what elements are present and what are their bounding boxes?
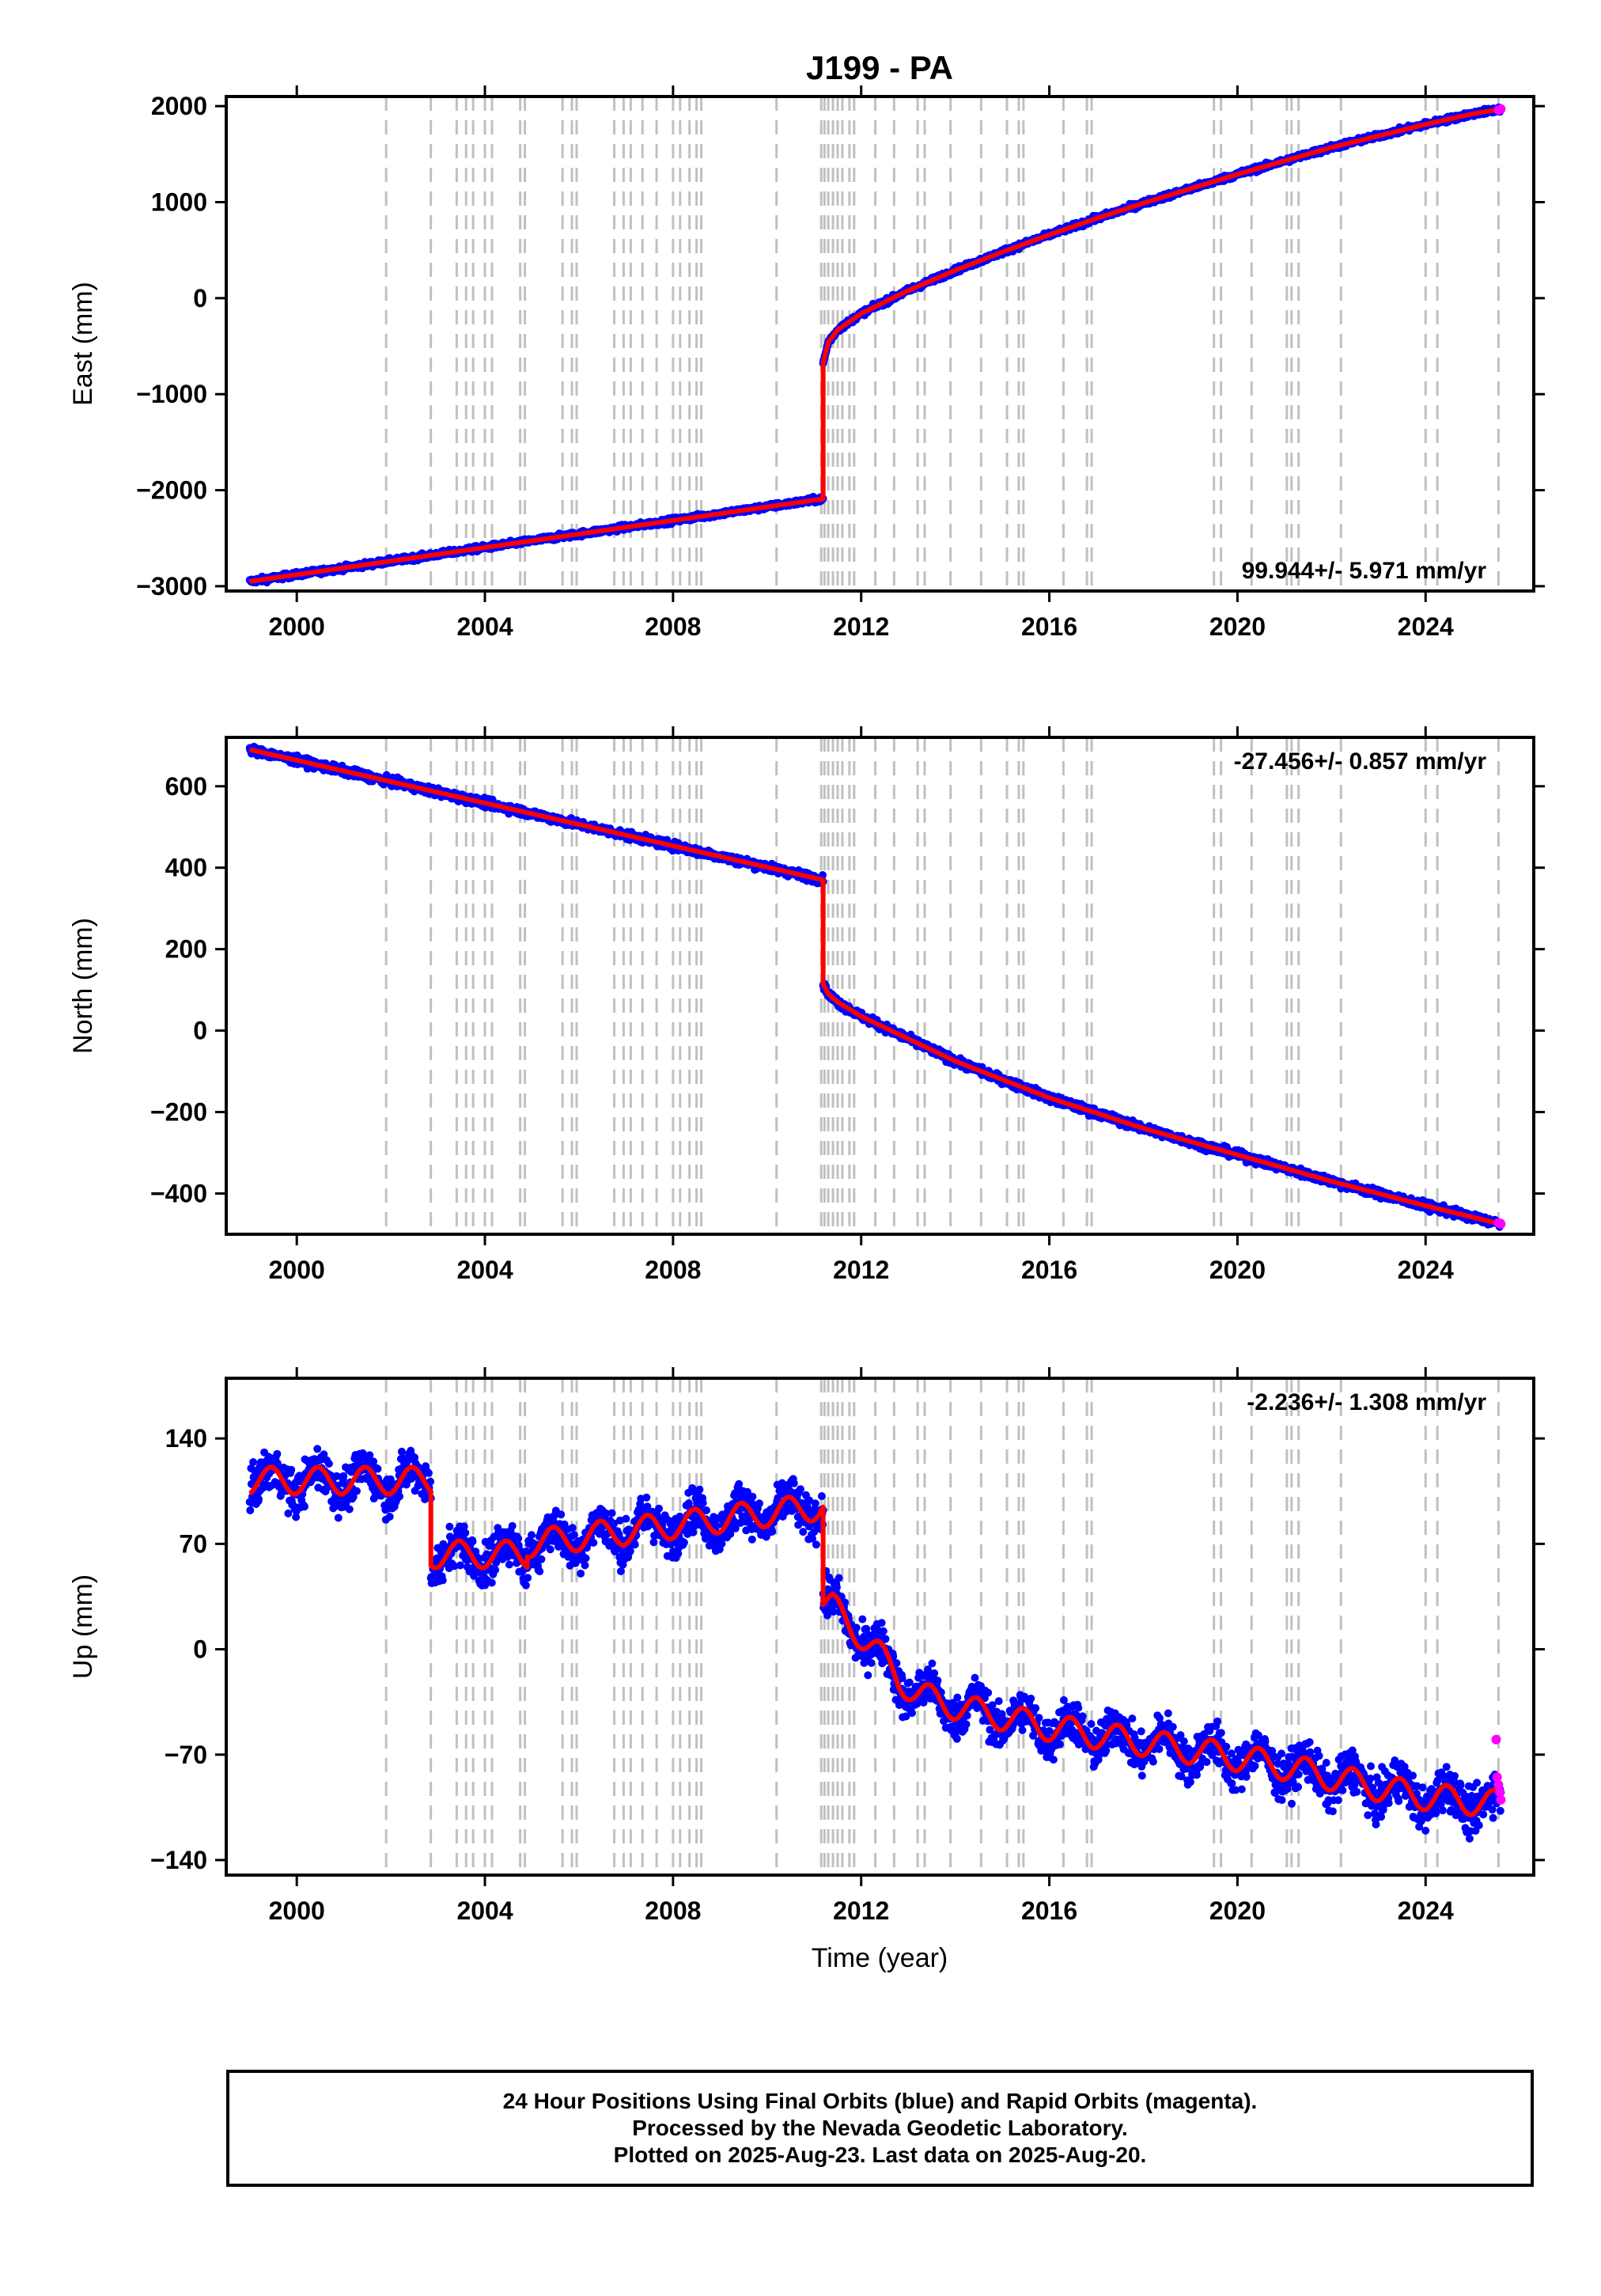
plot-area-north	[245, 737, 1506, 1234]
y-tick-label: 1000	[151, 188, 207, 216]
y-tick-label: −2000	[136, 476, 207, 505]
x-tick-label: 2000	[269, 612, 325, 641]
plot-area-east	[245, 97, 1506, 591]
x-tick-label: 2016	[1021, 612, 1077, 641]
velocity-rate-label-east: 99.944+/- 5.971 mm/yr	[1242, 558, 1487, 584]
x-tick-label: 2008	[645, 612, 701, 641]
x-axis-label: Time (year)	[812, 1943, 948, 1973]
y-tick-label: −1000	[136, 380, 207, 408]
panel-east: 2000 2004 2008 2012 2016 2020 2024 −3000 −2000 −1…	[68, 85, 1545, 641]
x-tick-label: 2004	[456, 612, 513, 641]
x-tick-label: 2020	[1209, 612, 1266, 641]
figure-title: J199 - PA	[806, 49, 953, 86]
plot-frame-east	[225, 95, 1535, 593]
y-axis-label-east: East (mm)	[68, 282, 98, 406]
x-tick-label: 2012	[833, 612, 889, 641]
panel-north: 2000 2004 2008 2012 2016 2020 2024−400−2000200…	[68, 726, 1545, 1284]
y-tick-label: 2000	[151, 92, 207, 120]
y-tick-label: −3000	[136, 572, 207, 601]
x-tick-label: 2024	[1398, 612, 1454, 641]
rapid-point	[1496, 104, 1506, 114]
y-tick-label: 0	[193, 284, 207, 313]
